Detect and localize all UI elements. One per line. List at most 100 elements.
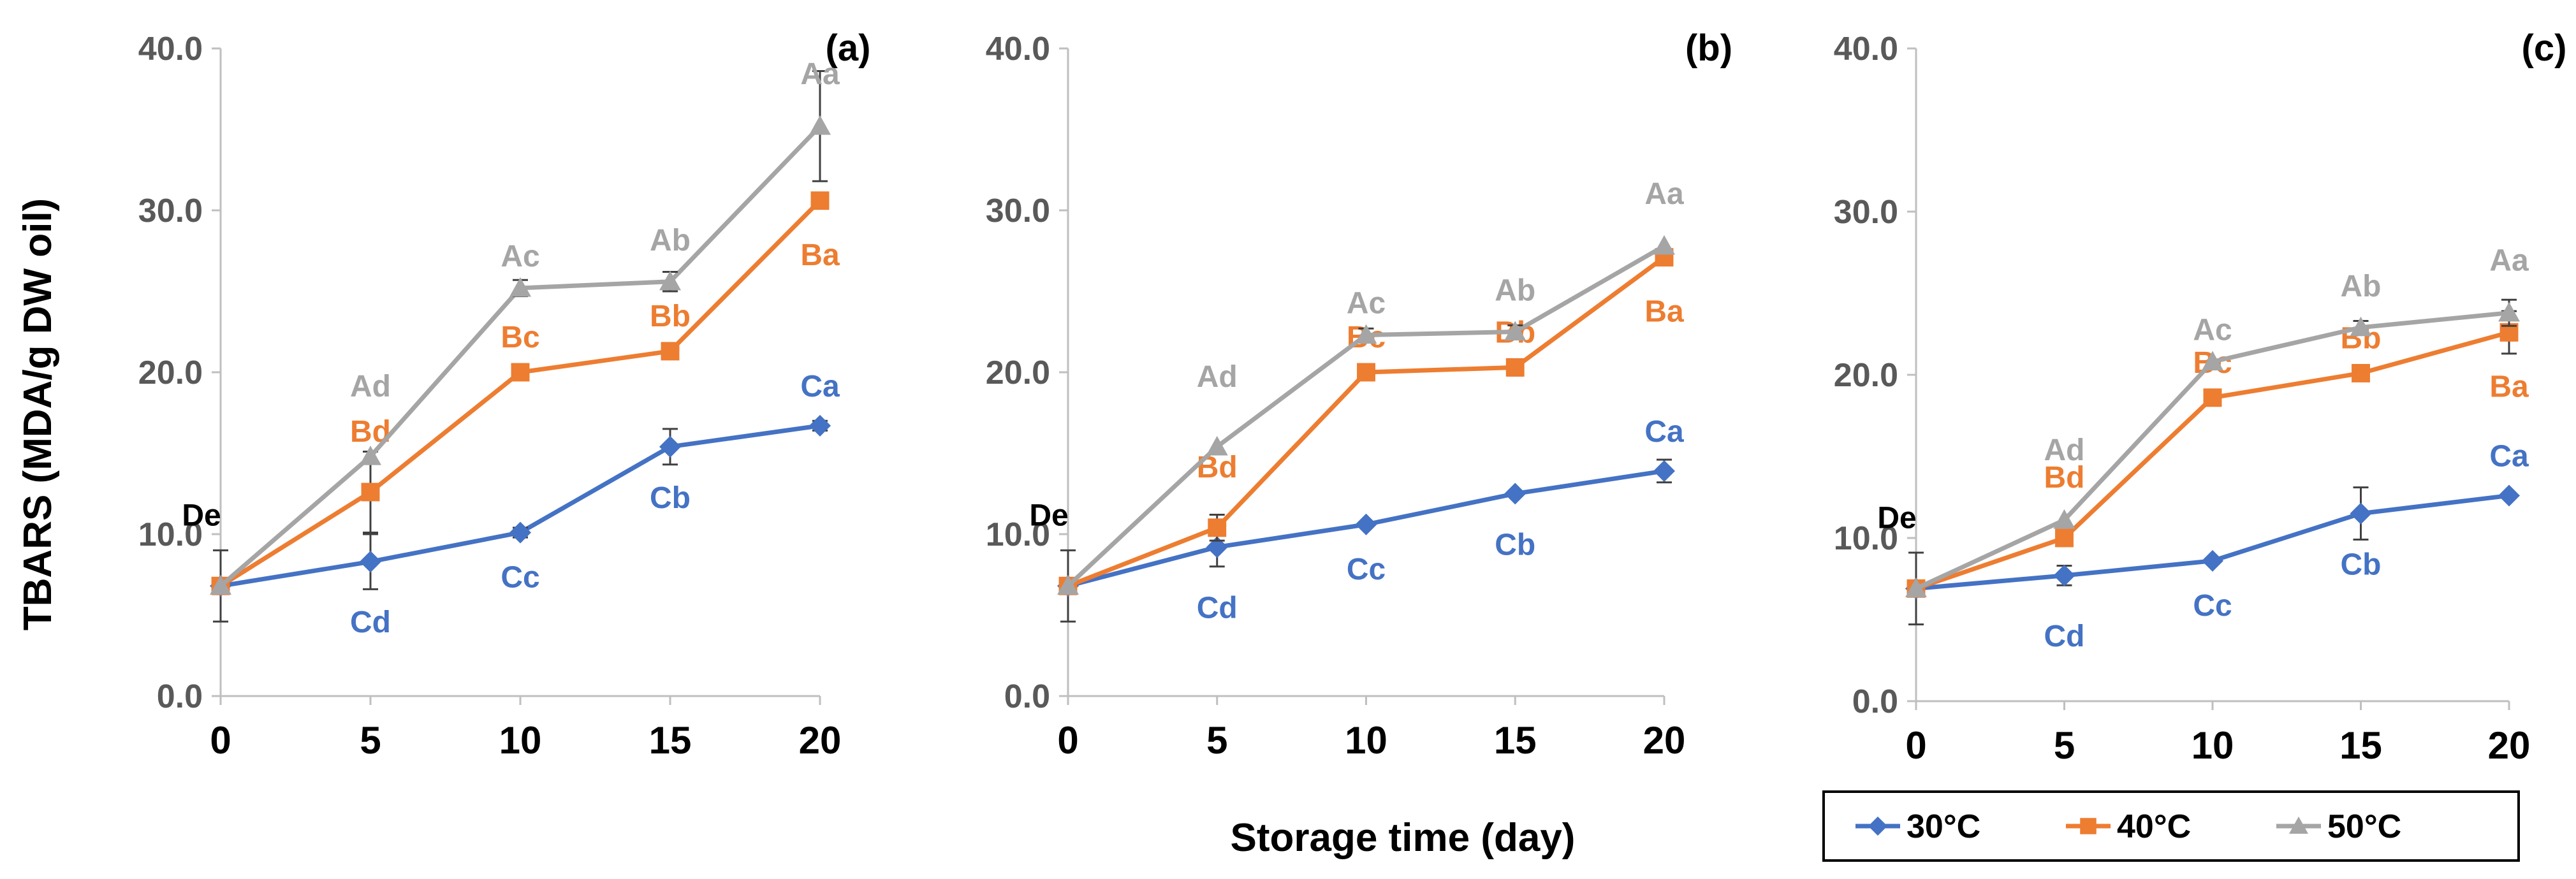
data-point bbox=[360, 446, 381, 465]
data-point bbox=[509, 521, 531, 544]
data-point bbox=[810, 191, 830, 210]
panel-b: 0.0 10.0 20.0 30.0 40.0 0 5 10 15 20 (b) De Cd Cc Cb Ca… bbox=[986, 27, 1732, 762]
legend-marker bbox=[1868, 817, 1887, 836]
x-tick-label: 15 bbox=[649, 719, 692, 762]
data-point bbox=[2350, 502, 2372, 525]
data-label: Aa bbox=[2489, 244, 2529, 278]
y-tick-label: 10.0 bbox=[986, 516, 1050, 553]
data-point bbox=[1355, 513, 1377, 535]
x-tick-label: 5 bbox=[360, 719, 381, 762]
y-tick-label: 20.0 bbox=[1834, 357, 1898, 394]
x-tick-label: 0 bbox=[1905, 724, 1926, 767]
data-point bbox=[2203, 388, 2222, 407]
data-label: Ad bbox=[2044, 433, 2085, 467]
data-label: Cd bbox=[1197, 591, 1238, 625]
data-point bbox=[1504, 483, 1526, 505]
y-tick-label: 0.0 bbox=[157, 678, 203, 715]
data-label: De bbox=[1029, 498, 1068, 532]
data-point bbox=[1208, 518, 1227, 537]
data-label: Ac bbox=[2193, 314, 2232, 347]
data-label: Cb bbox=[2341, 548, 2382, 582]
y-tick-label: 20.0 bbox=[138, 354, 203, 391]
y-tick-label: 30.0 bbox=[986, 193, 1050, 229]
y-tick-label: 0.0 bbox=[1852, 683, 1898, 720]
data-point bbox=[210, 575, 231, 595]
x-tick-label: 5 bbox=[2054, 724, 2075, 767]
legend-item-40c: 40°C bbox=[2066, 808, 2191, 845]
data-point bbox=[1206, 435, 1228, 456]
y-tick-label: 10.0 bbox=[138, 516, 203, 553]
data-point bbox=[809, 414, 831, 437]
data-point bbox=[1206, 536, 1228, 558]
data-point bbox=[361, 483, 380, 502]
data-label: Cb bbox=[1495, 528, 1535, 562]
data-label: Bd bbox=[1197, 451, 1238, 484]
panel-label: (a) bbox=[826, 27, 871, 69]
data-point bbox=[2350, 316, 2372, 337]
series-line bbox=[1915, 493, 2510, 591]
data-label: Ab bbox=[650, 224, 691, 258]
data-label: Ba bbox=[2489, 370, 2529, 403]
legend-box bbox=[1822, 790, 2520, 862]
data-point bbox=[659, 435, 681, 458]
series-30c: De Cd Cc Cb Ca bbox=[182, 370, 840, 639]
data-label: Ca bbox=[2489, 439, 2529, 473]
legend-label: 40°C bbox=[2117, 808, 2191, 845]
data-label: Ac bbox=[1347, 287, 1386, 321]
data-label: Ab bbox=[1495, 274, 1535, 308]
y-tick-label: 30.0 bbox=[138, 193, 203, 229]
data-label: Ad bbox=[1197, 360, 1238, 394]
x-tick-label: 5 bbox=[1206, 719, 1227, 762]
series-line bbox=[219, 124, 822, 588]
x-axis-title: Storage time (day) bbox=[1231, 816, 1576, 860]
data-point bbox=[1504, 321, 1526, 341]
data-label: Ad bbox=[350, 370, 391, 403]
data-label: Cc bbox=[501, 560, 539, 594]
data-label: Ca bbox=[800, 370, 840, 403]
x-tick-label: 10 bbox=[499, 719, 542, 762]
data-label: Ca bbox=[1644, 415, 1684, 449]
legend-marker bbox=[2080, 818, 2097, 834]
x-tick-label: 20 bbox=[799, 719, 842, 762]
series-30c: De Cd Cc Cb Ca bbox=[1029, 415, 1684, 625]
data-label: Ab bbox=[2341, 270, 2382, 303]
data-label: De bbox=[182, 498, 221, 532]
data-label: Aa bbox=[1644, 177, 1684, 211]
panel-label: (c) bbox=[2522, 27, 2567, 69]
series-50c: Ad Ac Ab Aa bbox=[210, 57, 840, 595]
data-point bbox=[1355, 324, 1377, 344]
panel-a: 0.0 10.0 20.0 30.0 40.0 0 5 10 15 20 (a) De Cd Cc Cb Ca… bbox=[138, 27, 871, 762]
data-point bbox=[1905, 578, 1927, 597]
y-tick-label: 40.0 bbox=[138, 31, 203, 68]
data-point bbox=[1653, 460, 1675, 482]
data-label: Bc bbox=[501, 321, 539, 354]
series-50c: Ad Ac Ab Aa bbox=[1057, 177, 1684, 595]
y-tick-label: 40.0 bbox=[986, 31, 1050, 68]
panel-c: 0.0 10.0 20.0 30.0 40.0 0 5 10 15 20 (c) De Cd Cc Cb Ca… bbox=[1834, 27, 2567, 767]
y-tick-label: 40.0 bbox=[1834, 31, 1898, 68]
y-tick-label: 0.0 bbox=[1004, 678, 1050, 715]
y-tick-label: 20.0 bbox=[986, 354, 1050, 391]
data-point bbox=[2055, 528, 2074, 548]
data-point bbox=[360, 551, 381, 573]
data-label: Ba bbox=[1644, 295, 1684, 329]
series-30c: De Cd Cc Cb Ca bbox=[1877, 439, 2529, 653]
data-label: De bbox=[1877, 501, 1916, 535]
data-point bbox=[1357, 363, 1375, 382]
x-tick-label: 10 bbox=[1345, 719, 1387, 762]
legend-marker bbox=[2289, 817, 2308, 834]
data-label: Cd bbox=[350, 606, 391, 639]
data-point bbox=[2352, 363, 2370, 382]
y-tick-label: 30.0 bbox=[1834, 194, 1898, 231]
x-tick-label: 20 bbox=[2488, 724, 2531, 767]
data-label: Cd bbox=[2044, 620, 2085, 653]
legend-label: 50°C bbox=[2327, 808, 2401, 845]
data-point bbox=[1653, 235, 1675, 255]
data-point bbox=[2498, 484, 2520, 507]
x-tick-label: 15 bbox=[1494, 719, 1537, 762]
data-label: Ac bbox=[501, 240, 539, 273]
data-point bbox=[2202, 351, 2223, 371]
y-tick-label: 10.0 bbox=[1834, 520, 1898, 557]
